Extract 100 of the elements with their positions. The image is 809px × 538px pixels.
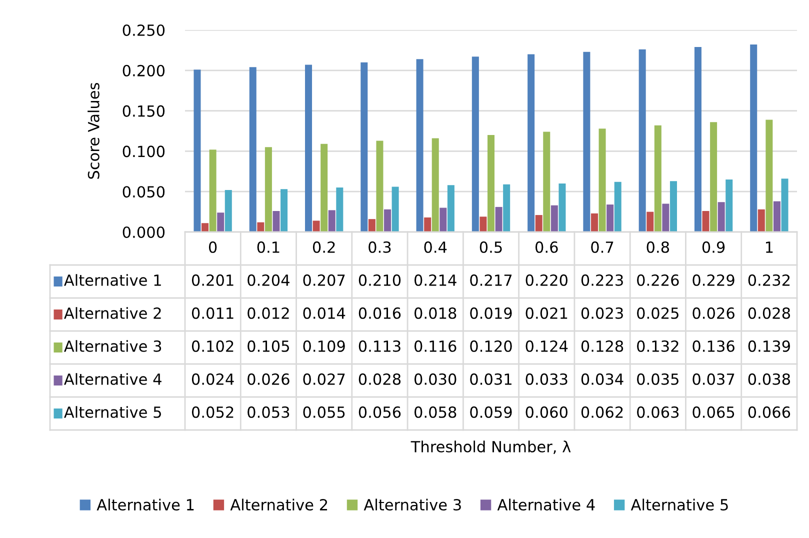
- y-tick-label: 0.100: [122, 146, 165, 158]
- data-label: 0.028: [358, 373, 401, 385]
- bar: [432, 138, 439, 232]
- text: Alternative 1: [96, 498, 194, 511]
- bar: [368, 219, 376, 232]
- data-label: 0.012: [248, 307, 289, 319]
- bar: [280, 189, 288, 232]
- bar: [598, 128, 606, 232]
- data-label: 0.136: [692, 340, 734, 352]
- data-label: 0.056: [358, 406, 401, 418]
- data-label: 0.201: [192, 274, 234, 286]
- bar: [646, 212, 654, 232]
- bar: [305, 64, 312, 232]
- bar: [662, 204, 670, 232]
- data-label: 0.035: [637, 373, 678, 385]
- legend-label: Alternative 3: [64, 340, 162, 352]
- bar: [224, 190, 232, 232]
- bar: [487, 135, 495, 232]
- bar: [264, 147, 272, 232]
- bar: [376, 140, 384, 232]
- data-label: 0.217: [470, 274, 512, 286]
- bar: [194, 70, 201, 232]
- bar: [360, 62, 368, 232]
- data-label: 0.052: [192, 406, 234, 418]
- x-tick-label: 0.8: [646, 241, 670, 253]
- bar: [614, 182, 622, 232]
- x-tick-label: 0: [208, 241, 217, 253]
- data-label: 0.024: [192, 373, 234, 385]
- y-axis-title: Score Values: [88, 82, 100, 179]
- bar: [758, 209, 765, 232]
- data-label: 0.021: [526, 307, 568, 319]
- y-tick-label: 0.250: [122, 24, 165, 36]
- text: Alternative 4: [497, 498, 595, 511]
- data-label: 0.059: [470, 406, 512, 418]
- bar: [440, 208, 447, 232]
- data-label: 0.037: [692, 373, 734, 385]
- bar: [718, 202, 725, 232]
- data-label: 0.223: [581, 274, 623, 286]
- data-label: 0.062: [581, 406, 623, 418]
- bar: [336, 188, 344, 232]
- data-label: 0.055: [303, 406, 345, 418]
- data-label: 0.027: [303, 373, 345, 385]
- x-tick-label: 0.3: [368, 241, 391, 253]
- bar: [781, 178, 788, 232]
- data-label: 0.120: [470, 340, 512, 352]
- bar: [638, 49, 646, 232]
- bar: [773, 201, 780, 232]
- bar: [503, 184, 510, 232]
- data-label: 0.053: [248, 406, 290, 418]
- bar: [710, 122, 718, 232]
- x-tick-label: 1: [766, 242, 773, 253]
- bar: [606, 204, 614, 232]
- data-label: 0.018: [414, 307, 456, 319]
- bar: [416, 59, 424, 232]
- legend-label: Alternative 1: [64, 274, 161, 286]
- bar: [670, 181, 677, 232]
- data-label: 0.065: [692, 406, 734, 418]
- bar: [424, 217, 432, 232]
- bar: [654, 125, 662, 232]
- x-tick-label: 0.9: [702, 241, 725, 253]
- text: Alternative 5: [630, 498, 728, 511]
- data-label: 0.139: [748, 340, 790, 352]
- bar: [583, 52, 590, 232]
- bar: [249, 67, 256, 232]
- text: Alternative 2: [230, 498, 328, 511]
- bar: [766, 120, 773, 232]
- bar: [558, 184, 566, 232]
- x-tick-label: 0.6: [535, 241, 558, 253]
- y-tick-label: 0.000: [122, 226, 165, 238]
- bar: [694, 46, 702, 232]
- data-label: 0.019: [470, 307, 512, 319]
- bar: [750, 44, 758, 232]
- data-label: 0.025: [637, 307, 678, 319]
- data-label: 0.030: [414, 373, 456, 385]
- legend-label: Alternative 2: [64, 307, 161, 319]
- data-label: 0.011: [192, 307, 234, 319]
- data-label: 0.128: [581, 340, 624, 352]
- data-label: 0.116: [414, 340, 456, 352]
- bar: [472, 56, 479, 232]
- data-label: 0.033: [526, 373, 568, 385]
- legend-label: Alternative 4: [64, 373, 162, 385]
- text: Threshold Number, λ: [410, 440, 571, 454]
- data-label: 0.023: [581, 307, 623, 319]
- bar: [202, 223, 209, 232]
- data-label: 0.026: [692, 307, 734, 319]
- data-label: 0.031: [470, 373, 512, 385]
- data-label: 0.232: [748, 274, 790, 286]
- data-label: 0.026: [248, 373, 290, 385]
- bar: [590, 213, 598, 232]
- data-label: 0.204: [248, 274, 290, 286]
- x-tick-label: 0.7: [591, 241, 614, 253]
- bar: [272, 210, 280, 232]
- bar: [702, 210, 710, 232]
- data-label: 0.214: [414, 274, 456, 286]
- bar: [257, 222, 264, 232]
- bar: [447, 185, 454, 232]
- data-label: 0.109: [303, 340, 345, 352]
- data-label: 0.226: [637, 274, 679, 286]
- x-tick-label: 0.5: [480, 241, 502, 253]
- data-label: 0.038: [748, 373, 790, 385]
